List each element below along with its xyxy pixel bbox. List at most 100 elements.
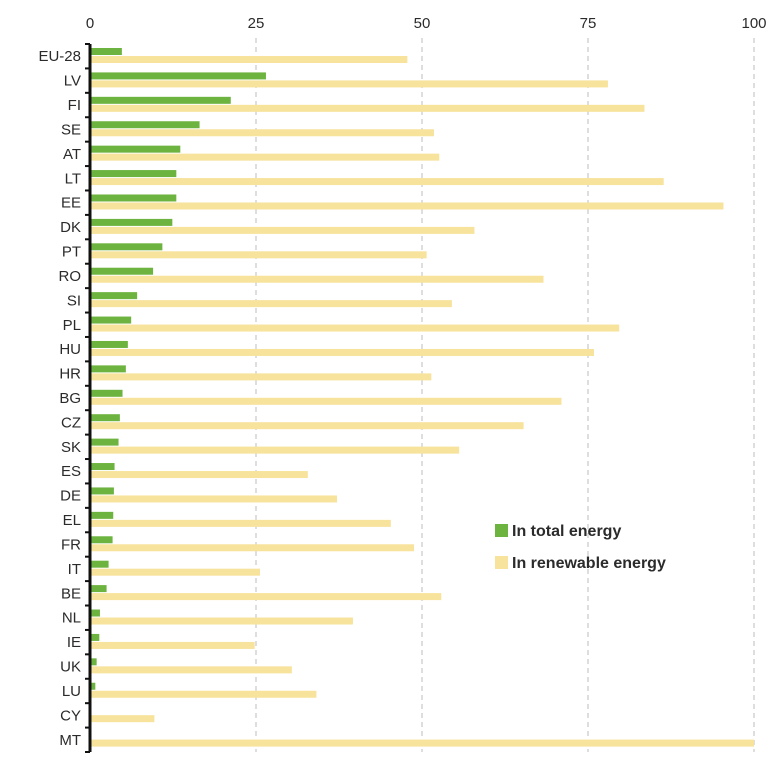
- bar-total-RO: [90, 267, 154, 275]
- bar-renewable-LU: [90, 690, 317, 698]
- x-tick-label: 75: [580, 15, 597, 32]
- bar-renewable-FR: [90, 544, 415, 552]
- bar-renewable-MT: [90, 739, 754, 747]
- x-axis-ticks: 0 25 50 75 100: [86, 15, 767, 32]
- bar-renewable-UK: [90, 666, 292, 674]
- gridlines: [255, 38, 755, 752]
- category-label: RO: [59, 268, 82, 285]
- x-tick-label: 0: [86, 15, 94, 32]
- category-label: AT: [63, 146, 81, 163]
- bar-total-EU-28: [90, 48, 122, 55]
- bar-total-SK: [90, 438, 119, 446]
- legend-label: In renewable energy: [512, 555, 666, 572]
- category-label: ES: [61, 463, 81, 480]
- bar-renewable-FI: [90, 104, 645, 112]
- category-label: LV: [64, 73, 81, 90]
- bar-renewable-DK: [90, 226, 475, 234]
- category-label: DK: [60, 219, 81, 236]
- category-label: LT: [65, 170, 81, 187]
- legend-swatch: [495, 556, 508, 569]
- bar-total-PT: [90, 243, 163, 251]
- category-label: FI: [68, 97, 81, 114]
- category-label: PL: [63, 317, 81, 334]
- bar-total-LV: [90, 72, 266, 80]
- category-label: EE: [61, 195, 81, 212]
- bar-total-SI: [90, 292, 138, 300]
- bar-total-IT: [90, 560, 109, 568]
- category-label: PT: [62, 244, 81, 261]
- bar-renewable-SE: [90, 129, 434, 137]
- category-label: SK: [61, 439, 81, 456]
- bar-renewable-EL: [90, 519, 391, 527]
- category-label: HU: [59, 341, 81, 358]
- category-label: BE: [61, 585, 81, 602]
- bar-renewable-SK: [90, 446, 460, 454]
- x-tick-label: 50: [414, 15, 431, 32]
- bar-total-DK: [90, 218, 173, 226]
- legend-label: In total energy: [512, 523, 621, 540]
- bar-renewable-LT: [90, 178, 664, 186]
- bar-total-HR: [90, 365, 126, 373]
- category-label: CZ: [61, 414, 81, 431]
- bar-renewable-PT: [90, 251, 427, 259]
- bar-renewable-RO: [90, 275, 544, 283]
- category-label: FR: [61, 536, 81, 553]
- category-label: BG: [59, 390, 81, 407]
- bar-total-PL: [90, 316, 132, 324]
- bar-renewable-SI: [90, 300, 452, 308]
- category-label: SE: [61, 121, 81, 138]
- bar-renewable-AT: [90, 153, 440, 161]
- bar-total-FI: [90, 96, 231, 104]
- bar-renewable-IT: [90, 568, 260, 576]
- bar-renewable-EE: [90, 202, 724, 210]
- bar-total-LT: [90, 170, 177, 178]
- bar-total-ES: [90, 463, 115, 471]
- bar-renewable-LV: [90, 80, 608, 88]
- x-tick-label: 100: [741, 15, 766, 32]
- category-label: NL: [62, 610, 81, 627]
- bar-total-NL: [90, 609, 100, 617]
- bars: [90, 48, 754, 747]
- category-label: IE: [67, 634, 81, 651]
- bar-renewable-CY: [90, 715, 155, 723]
- x-tick-label: 25: [248, 15, 265, 32]
- bar-renewable-ES: [90, 471, 308, 479]
- bar-total-EE: [90, 194, 177, 202]
- bar-renewable-NL: [90, 617, 353, 625]
- bar-total-AT: [90, 145, 181, 153]
- bar-renewable-BG: [90, 397, 562, 405]
- category-labels: EU-28 LV FI SE AT LT EE DK PT RO SI PL HU HR BG CZ SK ES D…: [38, 48, 81, 749]
- bar-renewable-PL: [90, 324, 620, 332]
- bar-renewable-DE: [90, 495, 338, 503]
- legend: In total energy In renewable energy: [495, 523, 666, 572]
- bar-total-HU: [90, 340, 128, 348]
- bar-renewable-CZ: [90, 422, 524, 430]
- category-label: CY: [60, 707, 81, 724]
- category-label: SI: [67, 292, 81, 309]
- category-label: LU: [62, 683, 81, 700]
- category-label: DE: [60, 488, 81, 505]
- bar-renewable-HR: [90, 373, 432, 381]
- bar-renewable-BE: [90, 593, 442, 601]
- bar-total-CZ: [90, 414, 120, 422]
- y-axis-ticks: [85, 43, 90, 753]
- bar-total-LU: [90, 682, 96, 690]
- category-label: EU-28: [38, 48, 81, 65]
- category-label: UK: [60, 659, 81, 676]
- bar-total-SE: [90, 121, 200, 129]
- bar-total-FR: [90, 536, 113, 544]
- bar-renewable-EU-28: [90, 56, 408, 63]
- category-label: HR: [59, 366, 81, 383]
- bar-renewable-HU: [90, 348, 594, 356]
- bar-total-EL: [90, 511, 114, 519]
- bar-renewable-IE: [90, 641, 255, 649]
- bar-total-BE: [90, 585, 107, 593]
- bar-total-BG: [90, 389, 123, 397]
- category-label: IT: [68, 561, 81, 578]
- bar-total-DE: [90, 487, 114, 495]
- bar-total-UK: [90, 658, 97, 666]
- bar-total-IE: [90, 633, 100, 641]
- category-label: EL: [63, 512, 81, 529]
- category-label: MT: [59, 732, 81, 749]
